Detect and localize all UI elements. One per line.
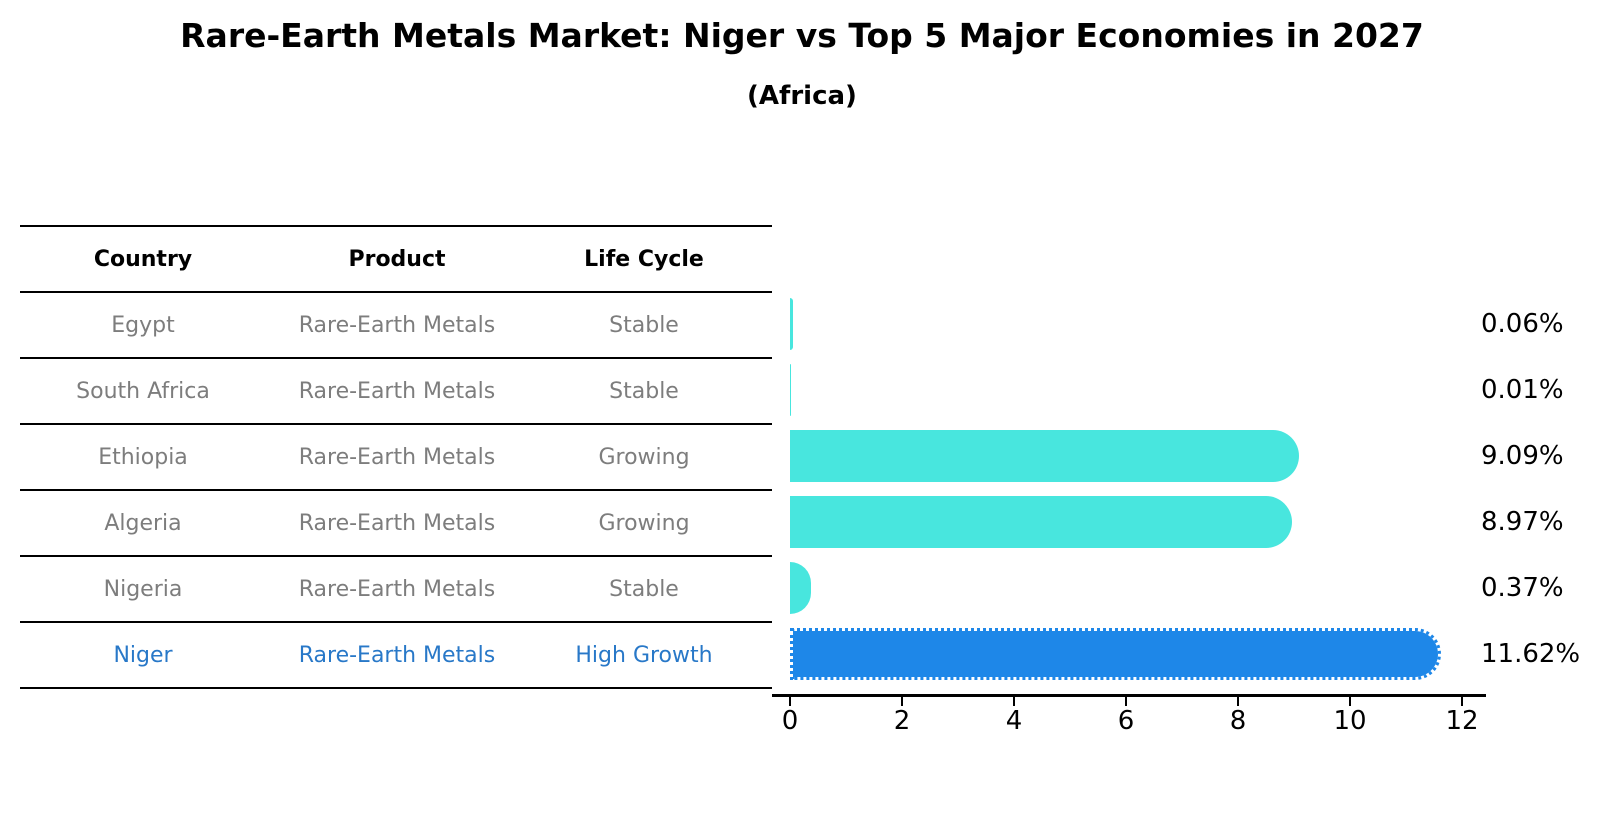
cell-product: Rare-Earth Metals [298, 378, 496, 404]
cell-product: Rare-Earth Metals [298, 642, 496, 668]
bar-algeria [790, 496, 1293, 548]
table-row-algeria: Algeria Rare-Earth Metals Growing [20, 491, 772, 557]
cell-country: Nigeria [103, 576, 183, 602]
cell-country: Ethiopia [98, 444, 188, 470]
x-tick-mark [1125, 697, 1127, 706]
cell-life-cycle: Growing [598, 444, 690, 470]
table-row-nigeria: Nigeria Rare-Earth Metals Stable [20, 557, 772, 623]
x-tick-mark [1349, 697, 1351, 706]
x-axis-line [772, 694, 1486, 697]
table-row-niger: Niger Rare-Earth Metals High Growth [20, 623, 772, 689]
x-tick-mark [901, 697, 903, 706]
table-row-egypt: Egypt Rare-Earth Metals Stable [20, 293, 772, 359]
cell-country: South Africa [76, 378, 210, 404]
country-table: Country Product Life Cycle Egypt Rare-Ea… [20, 225, 772, 689]
value-label-south-africa: 0.01% [1481, 375, 1564, 405]
value-label-niger: 11.62% [1481, 639, 1581, 669]
x-tick-mark [1013, 697, 1015, 706]
cell-country: Niger [113, 642, 173, 668]
col-header-country: Country [93, 246, 193, 272]
cell-country: Algeria [104, 510, 182, 536]
value-label-ethiopia: 9.09% [1481, 441, 1564, 471]
bar-egypt [790, 298, 794, 350]
x-tick-label: 0 [781, 706, 799, 736]
table-row-ethiopia: Ethiopia Rare-Earth Metals Growing [20, 425, 772, 491]
chart-subtitle: (Africa) [747, 81, 857, 111]
x-tick-label: 4 [1005, 706, 1023, 736]
table-row-south-africa: South Africa Rare-Earth Metals Stable [20, 359, 772, 425]
cell-life-cycle: Stable [609, 378, 679, 404]
chart-title: Rare-Earth Metals Market: Niger vs Top 5… [180, 16, 1424, 55]
cell-life-cycle: Growing [598, 510, 690, 536]
cell-product: Rare-Earth Metals [298, 444, 496, 470]
cell-life-cycle: Stable [609, 312, 679, 338]
value-label-nigeria: 0.37% [1481, 573, 1564, 603]
value-label-algeria: 8.97% [1481, 507, 1564, 537]
bar-ethiopia [790, 430, 1300, 482]
cell-product: Rare-Earth Metals [298, 510, 496, 536]
x-tick-mark [1237, 697, 1239, 706]
col-header-life-cycle: Life Cycle [584, 246, 704, 272]
x-tick-mark [789, 697, 791, 706]
cell-product: Rare-Earth Metals [298, 576, 496, 602]
bar-south-africa [790, 364, 791, 416]
bar-nigeria [790, 562, 811, 614]
x-tick-mark [1461, 697, 1463, 706]
x-tick-label: 8 [1229, 706, 1247, 736]
x-tick-label: 6 [1117, 706, 1135, 736]
bar-niger [790, 628, 1441, 680]
table-header-row: Country Product Life Cycle [20, 227, 772, 293]
cell-life-cycle: Stable [609, 576, 679, 602]
col-header-product: Product [348, 246, 446, 272]
x-tick-label: 10 [1333, 706, 1367, 736]
x-tick-label: 2 [893, 706, 911, 736]
value-label-egypt: 0.06% [1481, 309, 1564, 339]
cell-country: Egypt [111, 312, 175, 338]
cell-life-cycle: High Growth [575, 642, 713, 668]
x-tick-label: 12 [1445, 706, 1479, 736]
cell-product: Rare-Earth Metals [298, 312, 496, 338]
